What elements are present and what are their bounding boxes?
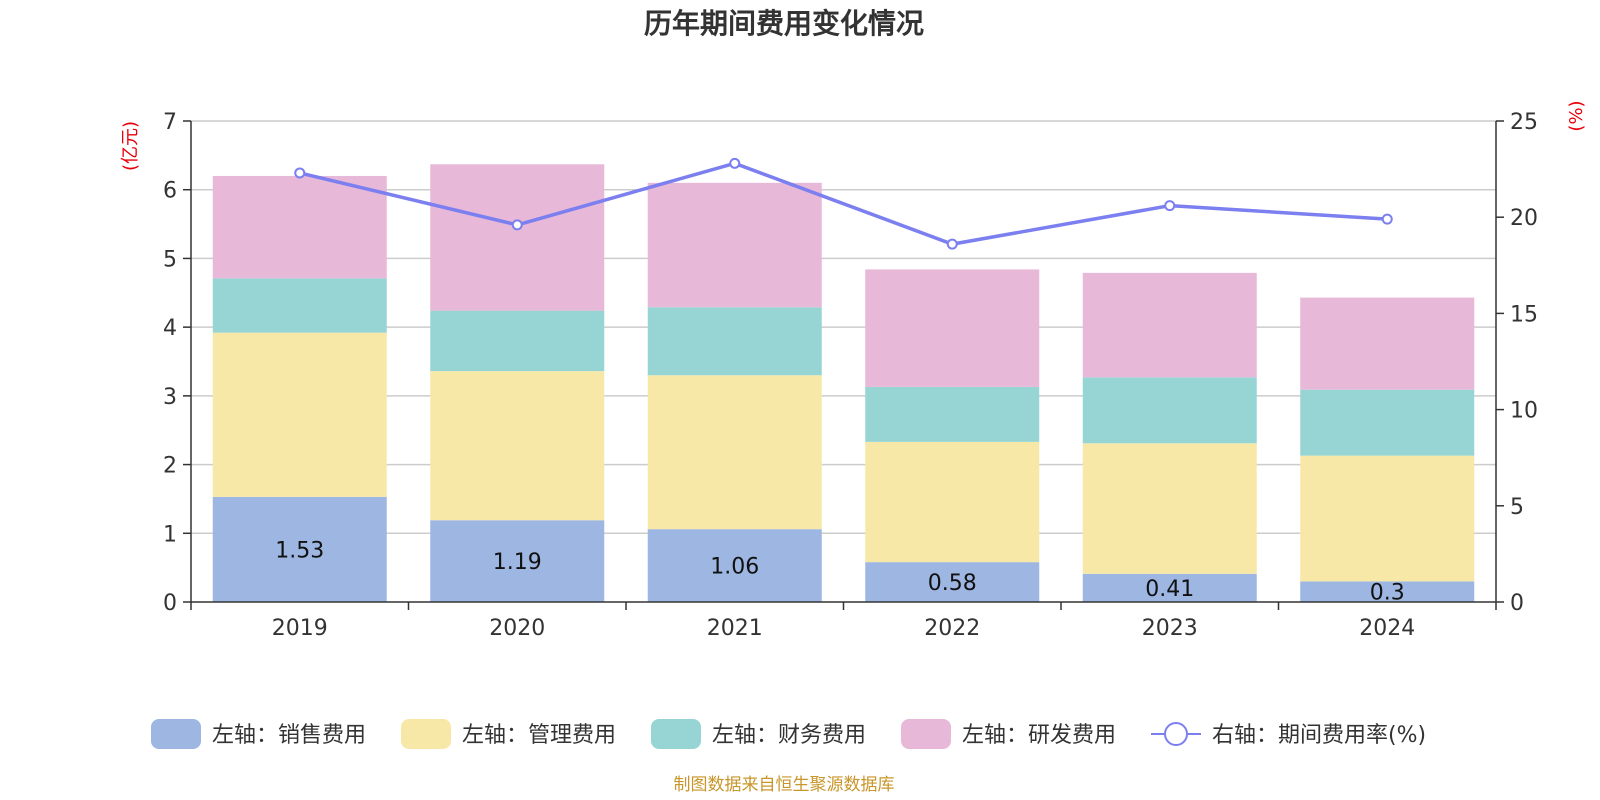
- right-axis-tick-label: 20: [1510, 206, 1538, 231]
- expense-ratio-line: [299, 161, 1388, 246]
- legend-swatch-1[interactable]: [401, 719, 451, 749]
- bar-2024-series-2: [1300, 389, 1475, 456]
- bar-2020-series-2: [430, 310, 605, 372]
- bar-2023-series-3: [1082, 272, 1257, 378]
- x-axis-tick-label: 2019: [272, 616, 328, 641]
- left-axis-tick-label: 7: [163, 110, 177, 135]
- bar-2022-series-0: [865, 562, 1040, 602]
- x-axis-tick-label: 2023: [1142, 616, 1198, 641]
- left-axis-tick-label: 6: [163, 179, 177, 204]
- axes: 0 1 2 3 4 5 6 7 0 5 10 15 20 25 (亿元) (%) 2019 2020 2021 202…: [120, 100, 1587, 641]
- expense-ratio-point-2021: [729, 157, 741, 169]
- bar-2021-series-1: [647, 375, 822, 530]
- legend-label-0[interactable]: 左轴：销售费用: [212, 723, 366, 748]
- legend[interactable]: 左轴：销售费用 左轴：管理费用 左轴：财务费用 左轴：研发费用 右轴：期间费用率(%): [151, 719, 1426, 749]
- legend-label-2[interactable]: 左轴：财务费用: [712, 723, 866, 748]
- bar-2023-series-0: [1082, 573, 1257, 602]
- left-axis-tick-label: 4: [163, 316, 177, 341]
- bar-2022-series-2: [865, 386, 1040, 442]
- bar-2019-series-2: [212, 278, 387, 333]
- right-axis-tick-label: 0: [1510, 591, 1524, 616]
- legend-swatch-0[interactable]: [151, 719, 201, 749]
- expense-ratio-point-2019: [294, 167, 306, 179]
- right-axis-unit: (%): [1566, 100, 1587, 131]
- x-axis-tick-label: 2021: [707, 616, 763, 641]
- legend-label-line[interactable]: 右轴：期间费用率(%): [1212, 723, 1426, 748]
- left-axis-tick-label: 5: [163, 247, 177, 272]
- bar-2024-series-3: [1300, 297, 1475, 390]
- expense-ratio-point-2020: [511, 219, 523, 231]
- bar-value-label: 0.41: [1145, 577, 1194, 602]
- bar-value-label: 1.06: [710, 555, 759, 580]
- bar-2021-series-2: [647, 307, 822, 376]
- bar-2020-series-1: [430, 371, 605, 521]
- left-axis-unit: (亿元): [120, 121, 141, 171]
- bar-2020-series-0: [430, 520, 605, 602]
- legend-label-1[interactable]: 左轴：管理费用: [462, 723, 616, 748]
- line-series: [294, 157, 1393, 250]
- left-axis-tick-label: 1: [163, 522, 177, 547]
- bar-2019-series-0: [212, 496, 387, 602]
- bar-value-label: 1.53: [275, 538, 324, 563]
- bar-2022-series-3: [865, 269, 1040, 387]
- right-axis-tick-label: 10: [1510, 399, 1538, 424]
- bar-2022-series-1: [865, 441, 1040, 563]
- bar-labels: 1.53 1.19 1.060.58 0.41 0.3: [275, 538, 1404, 605]
- bar-value-label: 0.58: [928, 571, 977, 596]
- legend-line-marker[interactable]: [1164, 722, 1188, 746]
- bar-value-label: 1.19: [493, 550, 542, 575]
- bar-2023-series-1: [1082, 443, 1257, 574]
- bar-2020-series-3: [430, 164, 605, 311]
- legend-label-3[interactable]: 左轴：研发费用: [962, 723, 1116, 748]
- right-axis-tick-label: 5: [1510, 495, 1524, 520]
- x-axis-tick-label: 2022: [924, 616, 980, 641]
- bar-2019-series-3: [212, 175, 387, 279]
- left-axis-tick-label: 2: [163, 454, 177, 479]
- bar-2023-series-2: [1082, 377, 1257, 444]
- expense-ratio-point-2024: [1381, 213, 1393, 225]
- x-axis-tick-label: 2020: [489, 616, 545, 641]
- bar-2024-series-1: [1300, 455, 1475, 582]
- legend-swatch-3[interactable]: [901, 719, 951, 749]
- legend-swatch-2[interactable]: [651, 719, 701, 749]
- expense-ratio-point-2023: [1164, 200, 1176, 212]
- bar-2021-series-0: [647, 529, 822, 602]
- x-axis-tick-label: 2024: [1359, 616, 1415, 641]
- expense-ratio-point-2022: [946, 238, 958, 250]
- grid-lines: [191, 120, 1496, 535]
- left-axis-tick-label: 0: [163, 591, 177, 616]
- chart-title: 历年期间费用变化情况: [644, 7, 924, 40]
- bar-2019-series-1: [212, 332, 387, 497]
- left-axis-tick-label: 3: [163, 385, 177, 410]
- source-note: 制图数据来自恒生聚源数据库: [674, 775, 895, 795]
- right-axis-tick-label: 15: [1510, 302, 1538, 327]
- right-axis-tick-label: 25: [1510, 110, 1538, 135]
- bar-2024-series-0: [1300, 581, 1475, 602]
- bars: [212, 164, 1475, 602]
- bar-2021-series-3: [647, 182, 822, 308]
